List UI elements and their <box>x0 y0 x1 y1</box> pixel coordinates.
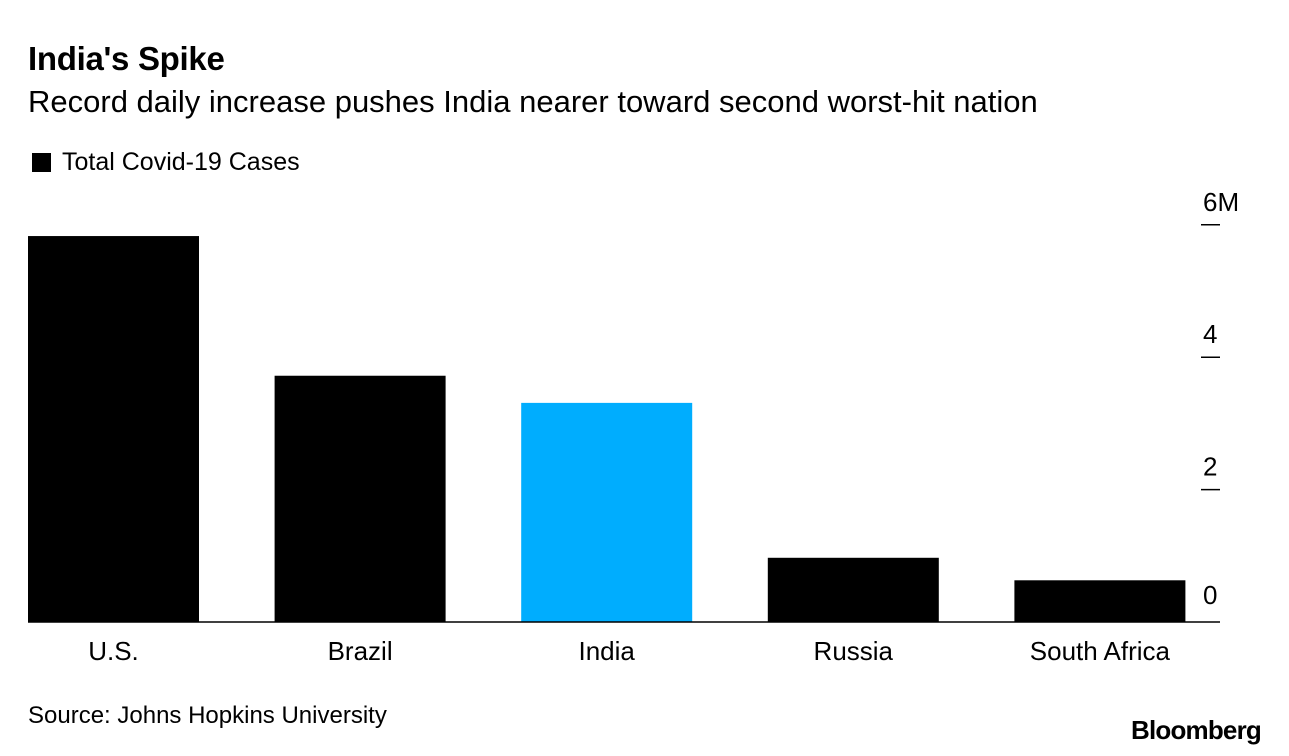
chart-subtitle: Record daily increase pushes India neare… <box>28 84 1038 119</box>
x-tick-label: India <box>579 636 636 666</box>
bloomberg-logo: Bloomberg <box>1130 715 1262 745</box>
bar-russia <box>767 557 939 622</box>
source-note: Source: Johns Hopkins University <box>28 702 387 729</box>
x-tick-label: Russia <box>814 636 894 666</box>
bar-u-s- <box>28 236 199 622</box>
legend: Total Covid-19 Cases <box>32 148 300 177</box>
legend-label: Total Covid-19 Cases <box>62 148 300 176</box>
y-tick-label: 6M <box>1203 187 1239 217</box>
y-tick-label: 0 <box>1203 580 1217 610</box>
x-tick-label: South Africa <box>1030 636 1171 666</box>
chart-title: India's Spike <box>28 40 225 77</box>
bar-south-africa <box>1014 580 1186 622</box>
y-tick-label: 4 <box>1203 319 1217 349</box>
legend-swatch <box>32 153 51 172</box>
bar-brazil <box>274 375 446 622</box>
bar-india <box>521 402 693 622</box>
y-tick-label: 2 <box>1203 452 1217 482</box>
x-tick-label: U.S. <box>88 636 139 666</box>
x-tick-label: Brazil <box>328 636 393 666</box>
